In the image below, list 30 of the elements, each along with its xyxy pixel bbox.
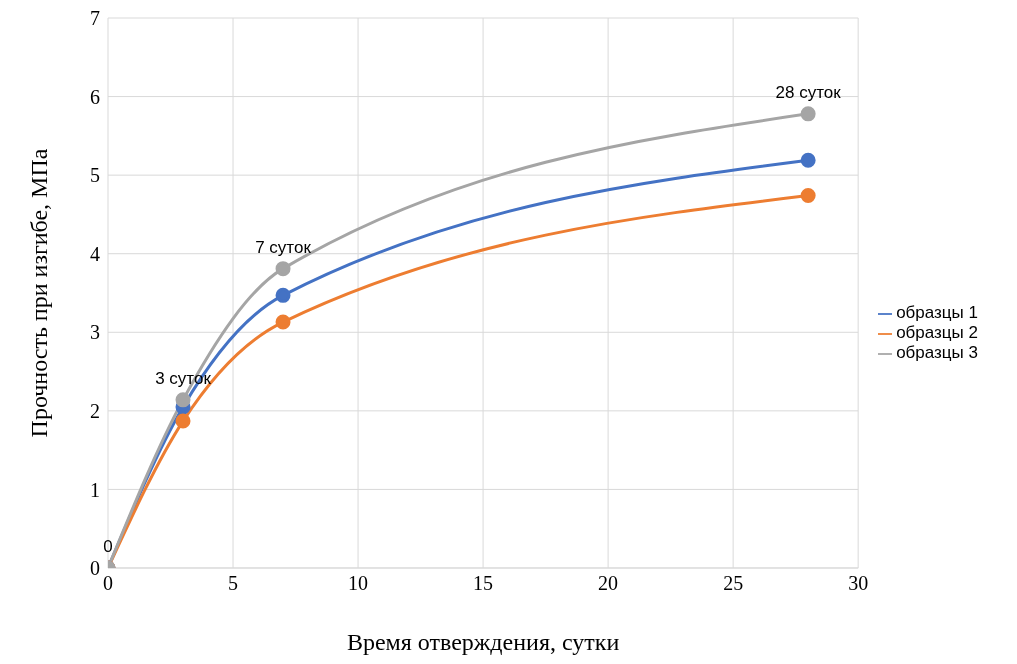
point — [175, 413, 191, 429]
y-tick-label: 3 — [90, 321, 100, 344]
y-tick-label: 2 — [90, 399, 100, 422]
legend-label: образцы 3 — [896, 343, 978, 362]
annotation: 0 — [103, 537, 113, 556]
x-tick-label: 25 — [723, 572, 744, 595]
x-tick-label: 30 — [848, 572, 869, 595]
point — [275, 261, 291, 277]
point — [800, 152, 816, 168]
x-tick-label: 20 — [598, 572, 619, 595]
point — [175, 392, 191, 408]
x-axis-title: Время отверждения, сутки — [346, 629, 620, 655]
point — [275, 314, 291, 330]
x-tick-label: 5 — [228, 572, 239, 595]
x-tick-label: 15 — [473, 572, 494, 595]
annotation: 28 суток — [775, 82, 842, 102]
legend-label: образцы 2 — [896, 323, 978, 342]
y-tick-label: 7 — [90, 7, 100, 30]
annotation: 7 суток — [255, 237, 312, 257]
point — [275, 287, 291, 303]
y-tick-label: 6 — [90, 85, 100, 108]
y-tick-label: 5 — [90, 164, 100, 187]
legend-label: образцы 1 — [896, 303, 978, 322]
y-tick-label: 1 — [90, 478, 100, 501]
point — [800, 106, 816, 122]
y-tick-label: 4 — [90, 242, 100, 265]
y-axis-title: Прочность при изгибе, МПа — [25, 148, 52, 438]
point — [800, 188, 816, 204]
x-tick-label: 10 — [348, 572, 369, 595]
y-tick-label: 0 — [90, 557, 100, 580]
